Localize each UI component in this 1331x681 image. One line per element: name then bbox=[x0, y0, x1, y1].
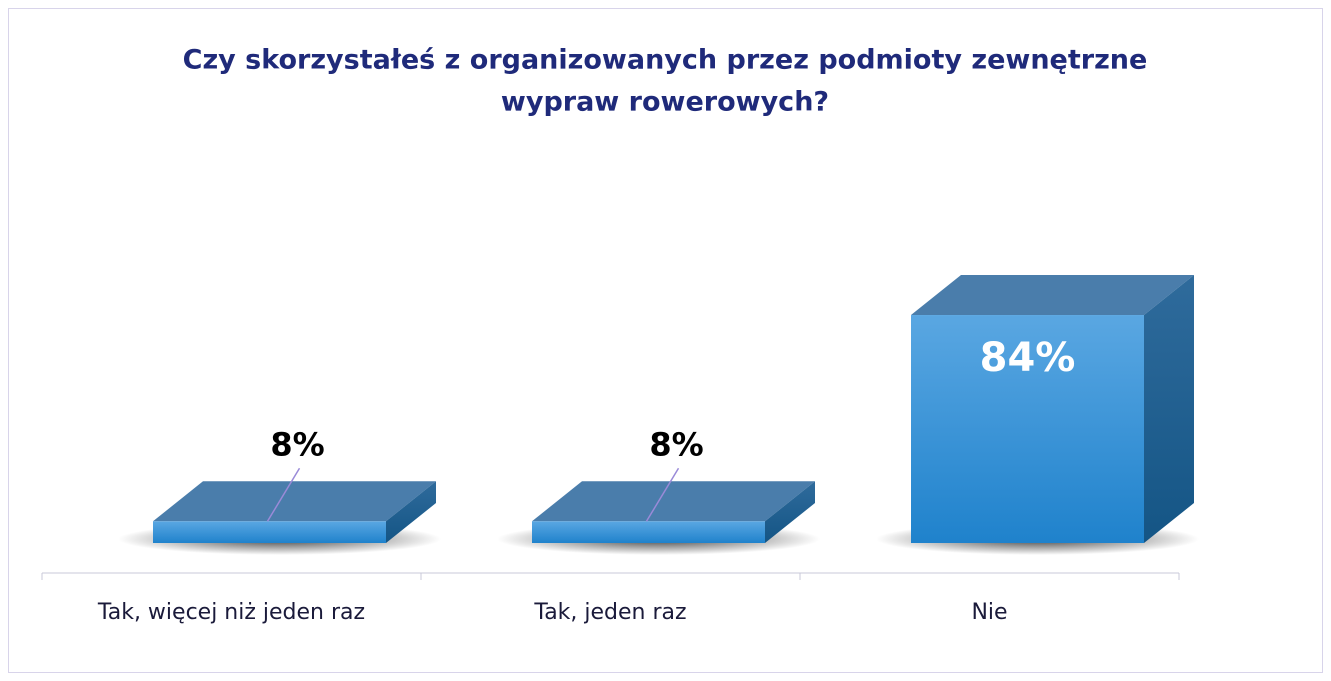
data-label: 8% bbox=[270, 425, 324, 463]
chart-title: wypraw rowerowych? bbox=[501, 87, 829, 118]
bar bbox=[911, 315, 1144, 543]
data-label: 84% bbox=[980, 335, 1076, 381]
bar-side bbox=[1144, 275, 1194, 543]
leader-line bbox=[266, 467, 301, 522]
leader-line bbox=[645, 467, 680, 522]
x-tick-label: Tak, więcej niż jeden raz bbox=[97, 600, 365, 625]
data-label: 8% bbox=[649, 425, 703, 463]
bar bbox=[532, 521, 765, 543]
chart-title: Czy skorzystałeś z organizowanych przez … bbox=[183, 45, 1148, 76]
bar-side bbox=[386, 481, 436, 543]
bar bbox=[153, 521, 386, 543]
bar-side bbox=[765, 481, 815, 543]
x-tick-label: Nie bbox=[971, 600, 1007, 625]
x-tick-label: Tak, jeden raz bbox=[533, 600, 686, 625]
bar-top bbox=[153, 481, 436, 522]
bar-top bbox=[911, 275, 1194, 316]
bar-top bbox=[532, 481, 815, 522]
